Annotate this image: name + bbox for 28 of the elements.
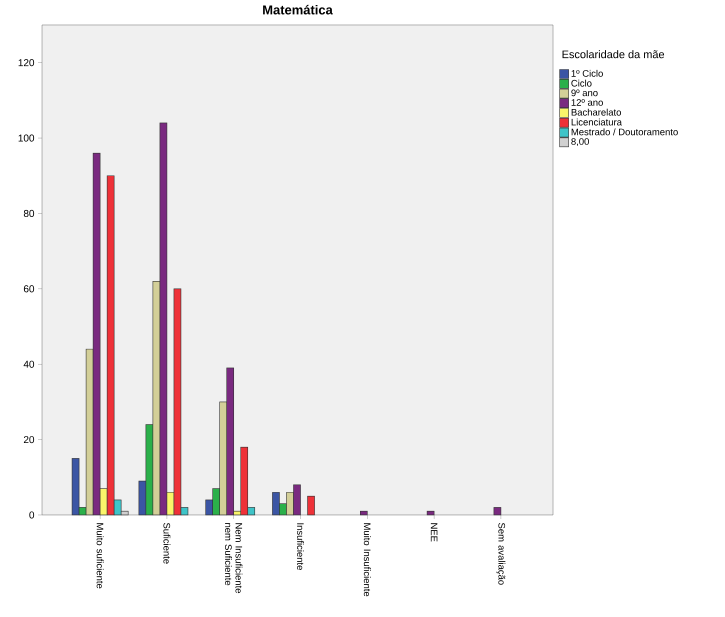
y-tick-label: 20: [24, 436, 34, 444]
x-tick-label: Muito Insuficiente: [364, 523, 371, 596]
y-tick-label: 60: [24, 285, 34, 292]
x-tick-label: Insuficiente: [297, 523, 304, 570]
x-tick-label: Muito suficiente: [96, 523, 104, 588]
y-tick-label: 0: [29, 511, 34, 519]
bar: [307, 496, 315, 516]
legend-label: 9º ano: [571, 90, 598, 96]
bar: [360, 510, 368, 516]
y-tick-label: 120: [18, 59, 34, 66]
x-tick-label: NEE: [430, 523, 438, 542]
legend-label: Mestrado / Doutoramento: [572, 128, 678, 136]
legend-label: Ciclo: [571, 80, 592, 87]
legend-title: Escolaridade da mãe: [562, 50, 664, 58]
y-tick-label: 100: [18, 134, 34, 142]
legend-label: Bacharelato: [572, 108, 622, 116]
bar: [426, 510, 434, 516]
legend-label: 12º ano: [572, 99, 603, 106]
x-tick-label: Nem Insuficiente nem Suficiente: [225, 523, 242, 594]
legend-label: 1º Ciclo: [572, 70, 603, 77]
y-tick-label: 80: [24, 210, 34, 217]
legend-label: Licenciatura: [572, 118, 622, 126]
chart-title: Matemática: [263, 4, 333, 14]
legend-label: 8,00: [571, 138, 589, 146]
x-tick-label: Suficiente: [163, 522, 170, 564]
y-tick-label: 40: [24, 360, 34, 368]
bar: [494, 507, 502, 516]
x-tick-label: Sem avaliação: [496, 522, 506, 585]
